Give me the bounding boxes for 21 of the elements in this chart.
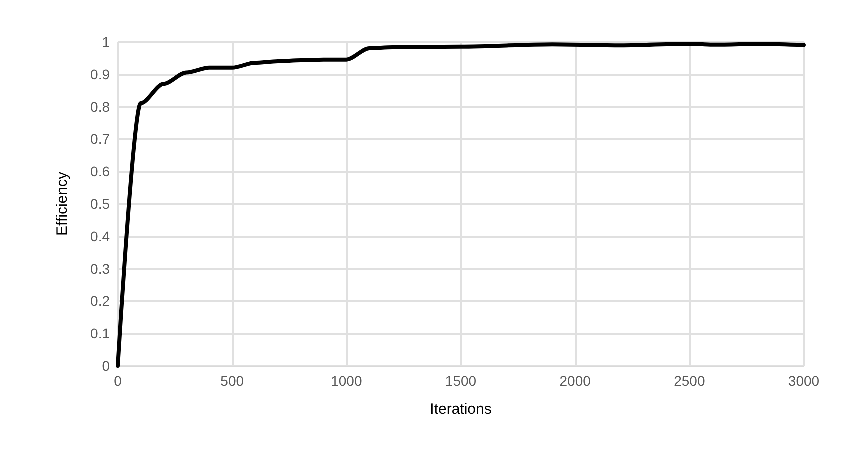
x-tick-label: 2500 (674, 373, 706, 389)
y-tick-label: 0.9 (90, 66, 110, 82)
y-tick-label: 0.7 (90, 131, 110, 148)
x-tick-label: 2000 (560, 373, 592, 389)
y-tick-label: 0.3 (90, 260, 110, 277)
y-tick-label: 0.8 (90, 98, 110, 115)
y-tick-label: 0 (102, 358, 110, 374)
y-tick-label: 0.1 (90, 326, 110, 342)
x-tick-label: 500 (220, 373, 244, 389)
x-axis-title: Iterations (430, 401, 492, 418)
line-series (116, 42, 806, 368)
y-tick-label: 0.5 (90, 196, 110, 212)
y-tick-label: 1 (102, 34, 110, 50)
x-tick-label: 3000 (788, 373, 820, 389)
y-tick-label: 0.4 (90, 228, 110, 244)
y-axis-title: Efficiency (54, 172, 71, 236)
y-tick-label: 0.6 (90, 164, 110, 180)
x-tick-label: 1500 (445, 373, 477, 389)
x-tick-label: 1000 (331, 373, 362, 389)
x-tick-label: 0 (114, 373, 122, 389)
y-tick-label: 0.2 (90, 293, 110, 310)
